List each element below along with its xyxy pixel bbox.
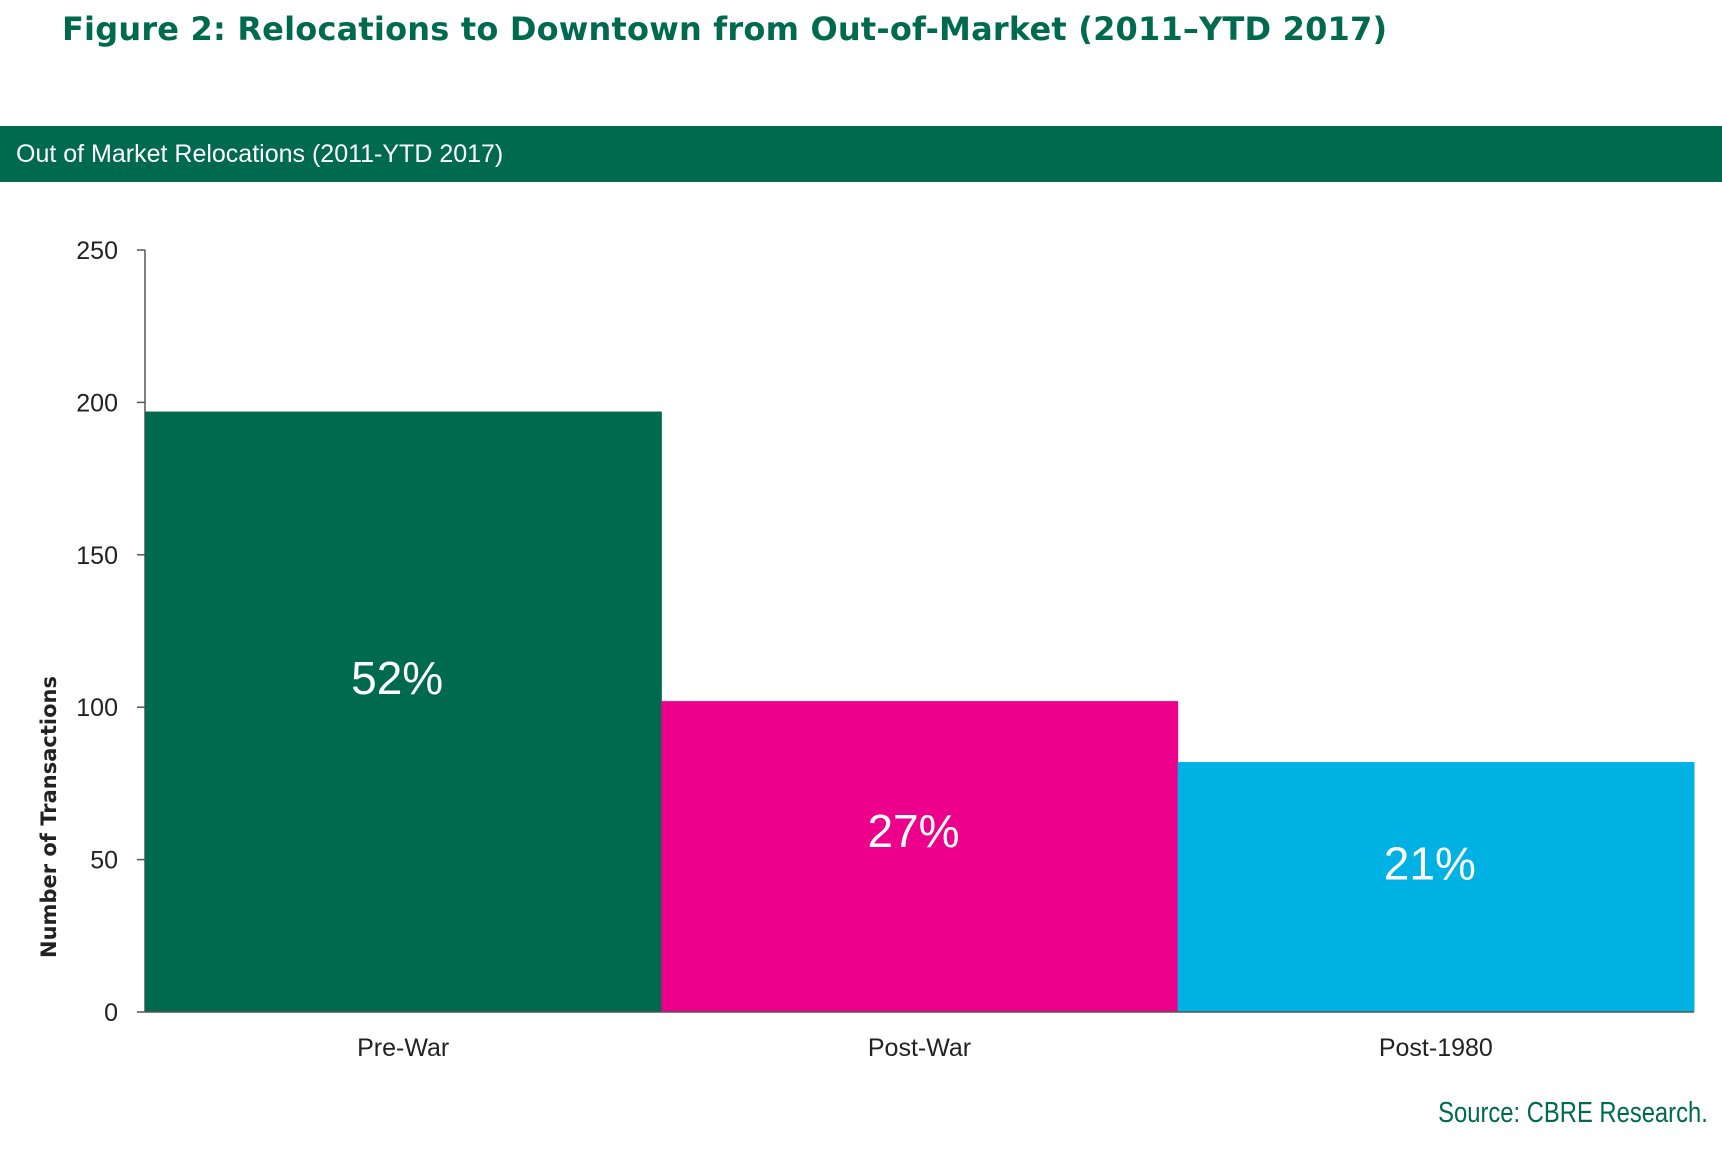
y-tick-label: 250 — [76, 237, 118, 265]
x-tick-label: Post-1980 — [1379, 1034, 1493, 1062]
source-note: Source: CBRE Research. — [1438, 1097, 1708, 1129]
x-tick-label: Pre-War — [357, 1034, 449, 1062]
bar-pre-war — [145, 411, 662, 1012]
bar-post-1980 — [1177, 762, 1695, 1012]
y-axis-label: Number of Transactions — [37, 676, 61, 958]
y-tick-label: 50 — [90, 847, 118, 875]
y-tick-label: 0 — [104, 999, 118, 1027]
y-axis: 0 50 100 150 200 250 — [76, 237, 146, 1027]
data-label: 21% — [1384, 838, 1476, 890]
data-label: 52% — [351, 652, 443, 704]
y-tick-label: 200 — [76, 389, 118, 417]
bar-chart: 0 50 100 150 200 250 52% 27% 21% Pre-War Post-Wa… — [37, 237, 1695, 1062]
chart-header-banner: Out of Market Relocations (2011-YTD 2017… — [0, 126, 1722, 182]
x-tick-label: Post-War — [868, 1034, 971, 1062]
y-tick-label: 100 — [76, 694, 118, 722]
chart-title: Out of Market Relocations (2011-YTD 2017… — [16, 140, 504, 168]
y-tick-label: 150 — [76, 542, 118, 570]
x-axis: Pre-War Post-War Post-1980 — [145, 1011, 1694, 1062]
bar-post-war — [661, 701, 1179, 1012]
bars: 52% 27% 21% — [145, 411, 1695, 1012]
data-label: 27% — [867, 805, 959, 857]
figure-title: Figure 2: Relocations to Downtown from O… — [62, 10, 1388, 48]
